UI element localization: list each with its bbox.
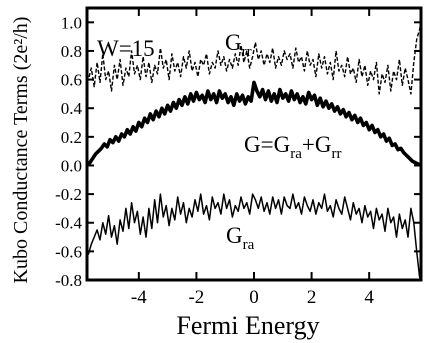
- grr-annotation: Grr: [225, 30, 252, 60]
- x-tick-label: 2: [307, 287, 317, 308]
- g-total-series-line: [85, 80, 422, 168]
- gra-annotation: Gra: [226, 223, 255, 253]
- gra-series-line: [86, 193, 422, 281]
- y-tick-label: 1.0: [61, 13, 82, 32]
- x-axis-title: Fermi Energy: [176, 311, 319, 340]
- g-sum-sub2: rr: [331, 146, 341, 162]
- g-sum-mid: +G: [302, 132, 332, 157]
- y-axis-title: Kubo Conductance Terms (2e²/h): [10, 17, 32, 284]
- y-tick-label: 0.8: [61, 42, 82, 61]
- y-tick-label: 0.0: [61, 156, 82, 175]
- y-tick-label: -0.8: [55, 271, 82, 290]
- series-layer: [85, 22, 422, 281]
- y-tick-label: -0.4: [55, 214, 82, 233]
- y-tick-label: -0.6: [55, 242, 82, 261]
- ticks: 1.0 0.8 0.6 0.4 0.2 0.0 -0.2 -0.4 -0.6 -0.8 -4 -2 0 2…: [55, 8, 421, 308]
- gra-annotation-sub: ra: [243, 237, 255, 253]
- gra-annotation-main: G: [226, 223, 243, 248]
- x-tick-label: 4: [364, 287, 374, 308]
- x-tick-label: 0: [249, 287, 259, 308]
- grr-annotation-main: G: [225, 30, 242, 55]
- grr-annotation-sub: rr: [242, 44, 252, 60]
- x-tick-label: -4: [131, 287, 147, 308]
- y-tick-label: 0.2: [61, 128, 82, 147]
- y-tick-label: 0.6: [61, 71, 82, 90]
- y-tick-label: -0.2: [55, 185, 82, 204]
- g-sum-sub1: ra: [290, 146, 302, 162]
- x-tick-label: -2: [188, 287, 204, 308]
- g-sum-annotation: G=Gra+Grr: [244, 132, 341, 162]
- g-sum-main: G=G: [244, 132, 290, 157]
- grr-series-line: [86, 22, 422, 95]
- w-annotation: W=15: [97, 36, 155, 61]
- y-tick-label: 0.4: [61, 99, 83, 118]
